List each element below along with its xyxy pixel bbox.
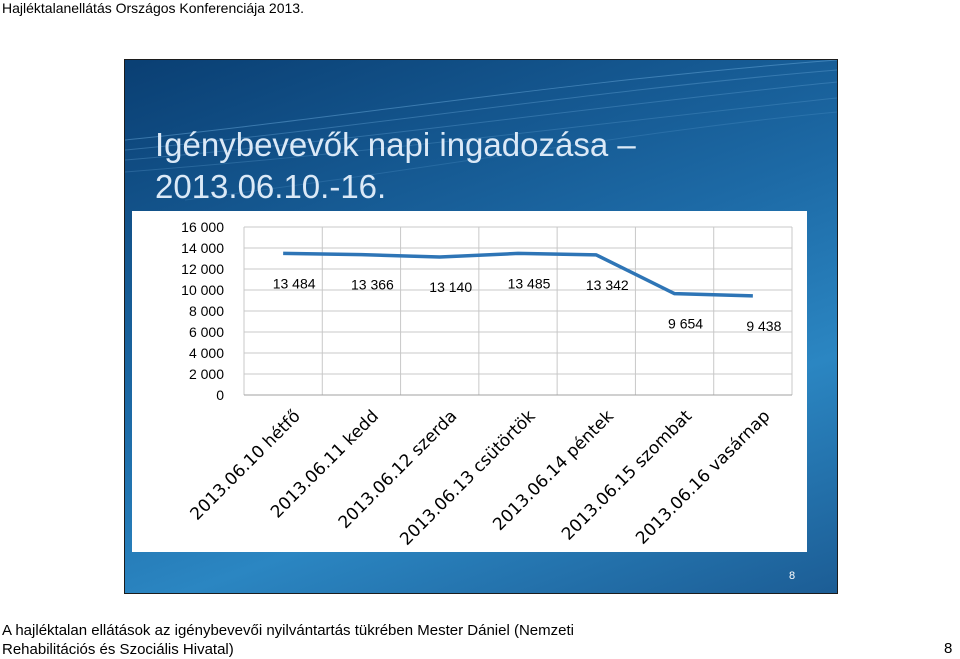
chart-panel: 0 2 000 4 000 6 000 8 000 10 000 12 000 14 000 1…: [132, 211, 807, 552]
y-tick-label: 16 000: [181, 219, 224, 235]
y-tick-label: 12 000: [181, 261, 224, 277]
data-label: 13 342: [586, 277, 629, 293]
y-tick-label: 0: [216, 387, 224, 403]
data-label: 13 140: [429, 279, 472, 295]
x-tick-label: 2013.06.13 csütörtök: [396, 406, 539, 549]
slide: Igénybevevők napi ingadozása – 2013.06.1…: [124, 59, 838, 594]
footer-line2: Rehabilitációs és Szociális Hivatal): [2, 641, 234, 658]
slide-title: Igénybevevők napi ingadozása – 2013.06.1…: [155, 124, 815, 208]
slide-decoration: [125, 60, 837, 201]
data-label: 9 438: [746, 318, 781, 334]
line-chart: 0 2 000 4 000 6 000 8 000 10 000 12 000 14 000 1…: [181, 219, 793, 550]
y-tick-label: 8 000: [189, 303, 224, 319]
x-tick-label: 2013.06.15 szombat: [558, 406, 696, 544]
footer-line1: A hajléktalan ellátások az igénybevevői …: [2, 622, 574, 639]
y-tick-label: 10 000: [181, 282, 224, 298]
page-number: 8: [944, 640, 953, 657]
x-tick-label: 2013.06.16 vasárnap: [632, 406, 774, 548]
y-tick-label: 6 000: [189, 324, 224, 340]
y-tick-label: 14 000: [181, 240, 224, 256]
page-header: Hajléktalanellátás Országos Konferenciáj…: [2, 0, 304, 16]
slide-title-line2: 2013.06.10.-16.: [155, 168, 387, 205]
slide-title-line1: Igénybevevők napi ingadozása –: [155, 126, 636, 163]
data-label: 13 366: [351, 277, 394, 293]
y-tick-label: 4 000: [189, 345, 224, 361]
data-label: 13 485: [508, 275, 551, 291]
series-line: [283, 251, 753, 298]
data-label: 13 484: [273, 275, 316, 291]
data-label: 9 654: [668, 316, 703, 332]
slide-number: 8: [789, 570, 796, 582]
page-footer: A hajléktalan ellátások az igénybevevői …: [2, 621, 882, 659]
y-tick-label: 2 000: [189, 366, 224, 382]
